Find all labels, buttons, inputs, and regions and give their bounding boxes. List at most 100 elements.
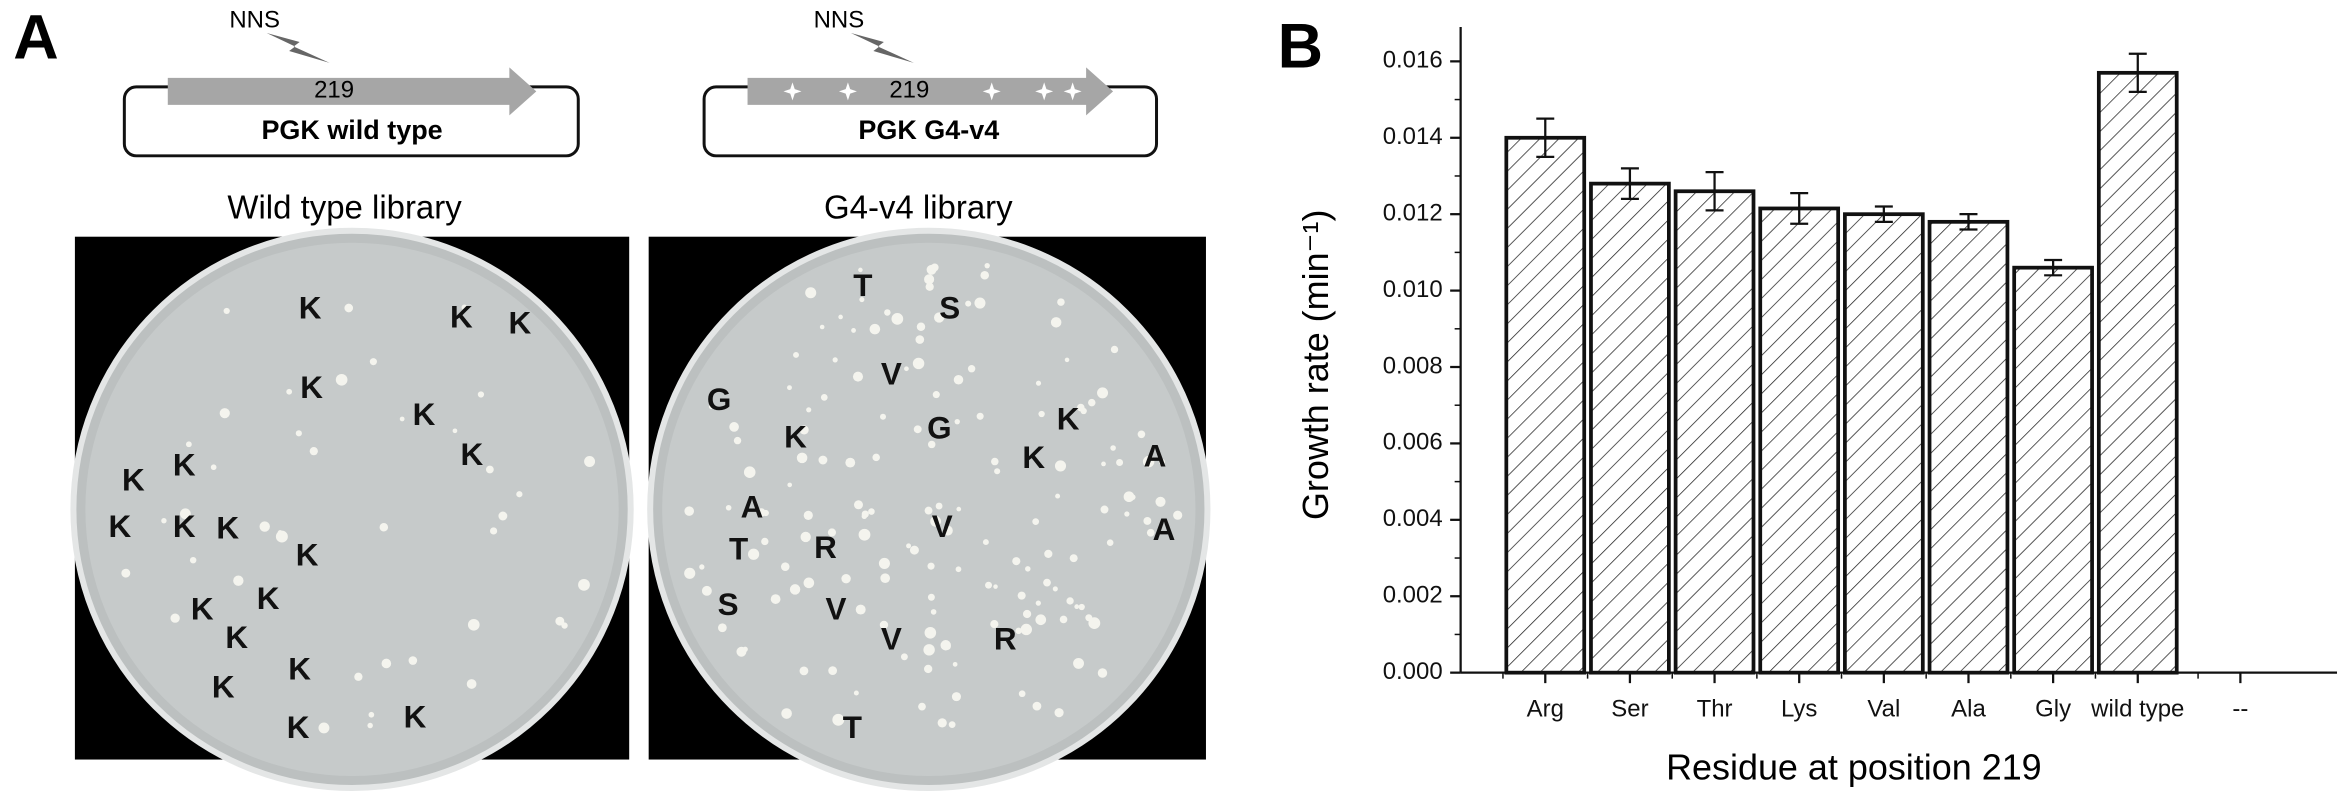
colony: [1078, 603, 1085, 611]
colony: [861, 513, 868, 520]
colony: [1018, 690, 1026, 698]
colony: [976, 412, 984, 420]
colony: [916, 322, 926, 331]
colony: [793, 351, 799, 358]
construct: NNS 219 PGK wild type: [122, 6, 580, 158]
plate-letter: K: [288, 651, 311, 686]
colony: [757, 508, 766, 517]
colony: [927, 440, 936, 449]
plate-letter: S: [939, 290, 960, 325]
colony: [930, 515, 942, 527]
y-tick-label: 0.008: [1383, 352, 1443, 379]
plate-letter: A: [741, 490, 764, 525]
colony: [891, 313, 904, 325]
colony: [787, 385, 792, 391]
colony: [1158, 458, 1166, 466]
colony: [1020, 623, 1032, 636]
y-tick-label: 0.012: [1383, 200, 1443, 227]
colony: [1035, 380, 1042, 386]
colony: [904, 366, 909, 372]
plate-letter: K: [191, 592, 214, 627]
plate-letter: K: [1057, 401, 1080, 436]
colony: [1050, 317, 1062, 328]
bar: [1758, 206, 1841, 675]
colony: [820, 393, 828, 401]
colony: [932, 391, 940, 399]
colony: [951, 692, 961, 702]
colony: [708, 404, 714, 410]
colony: [1012, 557, 1021, 566]
bar-chart: 0.000 0.002 0.004 0.006 0.008 0.010 0.012 0.014…: [1295, 26, 2338, 788]
colony: [974, 297, 986, 309]
colony: [743, 466, 756, 478]
bar: [1589, 181, 1671, 675]
colony: [927, 562, 935, 570]
colony: [286, 388, 293, 395]
colony: [927, 593, 935, 601]
x-tick-label: Ala: [1951, 695, 1986, 722]
colony: [684, 506, 694, 516]
colony: [913, 425, 922, 434]
colony: [982, 539, 989, 546]
colony: [233, 575, 244, 586]
colony: [295, 430, 302, 437]
colony: [1155, 496, 1166, 507]
bar: [2096, 70, 2179, 675]
colony: [467, 618, 480, 631]
plate-letter: K: [1022, 440, 1045, 475]
colony: [121, 568, 131, 578]
colony: [967, 365, 976, 373]
bar: [1843, 212, 1925, 675]
colony: [733, 436, 742, 445]
colony: [1124, 511, 1130, 517]
colony: [1054, 708, 1064, 718]
plate-letter: K: [461, 437, 484, 472]
colony: [935, 502, 943, 510]
colony: [219, 408, 230, 419]
colony: [1017, 591, 1026, 600]
plate-letter: V: [932, 509, 953, 544]
colony: [461, 304, 468, 311]
y-tick-label: 0.002: [1383, 582, 1443, 609]
mutation-bolt: [850, 32, 914, 63]
x-tick-label: --: [2232, 695, 2248, 722]
colony: [210, 464, 217, 471]
colony: [1035, 614, 1047, 626]
colony: [918, 702, 926, 711]
y-tick-label: 0.016: [1383, 47, 1443, 74]
colony: [354, 672, 363, 681]
colony: [789, 584, 801, 595]
colony: [828, 666, 838, 675]
colony: [872, 453, 880, 462]
colony: [984, 262, 990, 269]
colony: [1059, 615, 1068, 624]
x-tick-label: Gly: [2035, 695, 2071, 722]
plate-letter: K: [300, 370, 323, 405]
colony: [853, 500, 863, 510]
colony: [1057, 298, 1065, 306]
colony: [729, 422, 739, 432]
colony: [498, 511, 508, 521]
library-title: Wild type library: [227, 188, 462, 225]
library-title: G4-v4 library: [824, 188, 1013, 225]
g4-stars: [783, 82, 1082, 101]
colony: [803, 577, 815, 589]
x-tick-label: wild type: [2090, 695, 2184, 722]
error-bar: [2044, 258, 2063, 277]
colony: [1069, 554, 1078, 563]
colony: [584, 456, 596, 467]
mutation-bolt: [266, 32, 330, 63]
bar: [1927, 219, 2010, 675]
colony: [369, 358, 377, 366]
colony: [770, 594, 781, 604]
colony: [841, 573, 851, 584]
colony: [806, 407, 812, 413]
plate-letter: K: [122, 463, 145, 498]
colony: [796, 452, 808, 464]
construct-name: PGK wild type: [261, 115, 442, 145]
error-bar: [1536, 117, 1555, 158]
colony: [1054, 460, 1067, 472]
colony: [832, 357, 838, 363]
